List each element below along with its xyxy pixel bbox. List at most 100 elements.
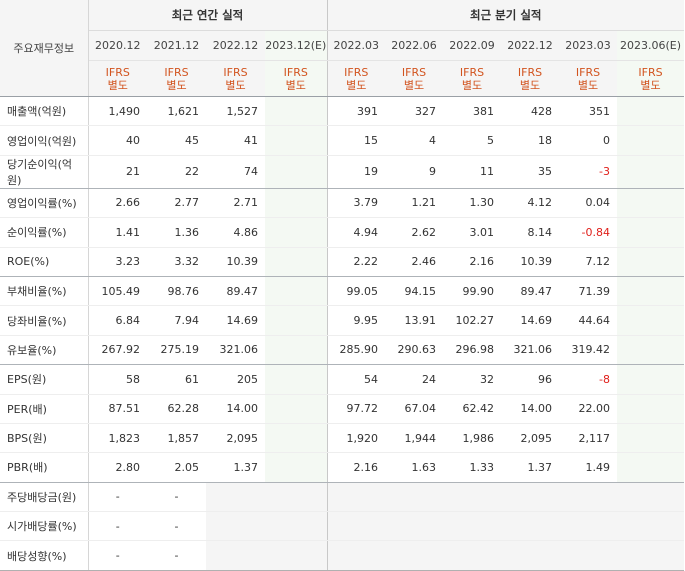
ifrs-line2: 별도: [225, 78, 246, 92]
ifrs-line1: IFRS: [105, 65, 130, 79]
annual-value-cell: [206, 482, 265, 513]
ifrs-line2: 별도: [403, 78, 425, 92]
table-row: EPS(원) 58 61 205 54 24 32 96 -8: [0, 364, 684, 395]
row-label: 당좌비율(%): [0, 305, 89, 336]
quarter-value-cell: 18: [501, 125, 559, 156]
ifrs-line2: 별도: [166, 78, 187, 92]
ifrs-line1: IFRS: [517, 65, 543, 79]
annual-value-cell: 4.86: [206, 217, 265, 248]
quarter-value-cell: 4.12: [501, 188, 559, 219]
annual-value-cell: [265, 540, 328, 571]
table-row: 매출액(억원) 1,490 1,621 1,527 391 327 381 428 351: [0, 96, 684, 127]
table-row: 당기순이익(억원) 21 22 74 19 9 11 35 -3: [0, 155, 684, 189]
table-row: 부채비율(%) 105.49 98.76 89.47 99.05 94.15 99.90 89…: [0, 276, 684, 307]
annual-value-cell: 2.66: [88, 188, 147, 219]
annual-value-cell: 2,095: [206, 423, 265, 454]
quarter-value-cell: 11: [443, 155, 501, 189]
quarter-value-cell: 1,920: [327, 423, 385, 454]
annual-value-cell: [265, 276, 328, 307]
quarter-value-cell: 2.16: [327, 452, 385, 483]
quarter-value-cell: 428: [501, 96, 559, 127]
quarter-value-cell: 1.63: [385, 452, 443, 483]
table-row: 유보율(%) 267.92 275.19 321.06 285.90 290.63 296.…: [0, 335, 684, 366]
table-row: 순이익률(%) 1.41 1.36 4.86 4.94 2.62 3.01 8.14 -0.84: [0, 217, 684, 248]
annual-value-cell: -: [88, 540, 147, 571]
annual-value-cell: [265, 511, 328, 542]
period-header-annual-2: 2022.12: [206, 30, 265, 61]
quarter-value-cell: 2,095: [501, 423, 559, 454]
quarter-value-cell: 351: [559, 96, 617, 127]
annual-value-cell: [206, 540, 265, 571]
quarter-value-cell: 89.47: [501, 276, 559, 307]
quarter-value-cell: 99.90: [443, 276, 501, 307]
annual-value-cell: [265, 482, 328, 513]
quarter-value-cell: 9.95: [327, 305, 385, 336]
ifrs-line1: IFRS: [401, 65, 427, 79]
period-header-quarter-4: 2023.03: [559, 30, 617, 61]
annual-value-cell: 62.28: [147, 394, 206, 424]
annual-value-cell: -: [88, 482, 147, 513]
quarter-value-cell: [559, 511, 617, 542]
quarter-value-cell: 19: [327, 155, 385, 189]
quarter-value-cell: 391: [327, 96, 385, 127]
table-row: 영업이익률(%) 2.66 2.77 2.71 3.79 1.21 1.30 4.12 0.04: [0, 188, 684, 219]
table-row: BPS(원) 1,823 1,857 2,095 1,920 1,944 1,986 2,09…: [0, 423, 684, 454]
quarter-value-cell: -0.84: [559, 217, 617, 248]
annual-value-cell: [265, 452, 328, 483]
ifrs-line2: 별도: [346, 78, 367, 92]
quarter-value-cell: [617, 452, 684, 483]
quarter-value-cell: 10.39: [501, 247, 559, 277]
table-row: PER(배) 87.51 62.28 14.00 97.72 67.04 62.42 14.0…: [0, 394, 684, 424]
annual-value-cell: 321.06: [206, 335, 265, 366]
period-header-quarter-2: 2022.09: [443, 30, 501, 61]
quarter-value-cell: 5: [443, 125, 501, 156]
quarter-value-cell: 8.14: [501, 217, 559, 248]
quarter-value-cell: 2.46: [385, 247, 443, 277]
row-label: BPS(원): [0, 423, 89, 454]
quarter-value-cell: [385, 482, 443, 513]
quarter-value-cell: [617, 394, 684, 424]
annual-value-cell: 10.39: [206, 247, 265, 277]
period-header-quarter-1: 2022.06: [385, 30, 443, 61]
corner-label: 주요재무정보: [0, 0, 89, 97]
row-label: 부채비율(%): [0, 276, 89, 307]
annual-value-cell: 58: [88, 364, 147, 395]
quarter-value-cell: 15: [327, 125, 385, 156]
quarter-value-cell: 296.98: [443, 335, 501, 366]
ifrs-line1: IFRS: [575, 65, 601, 79]
annual-value-cell: 105.49: [88, 276, 147, 307]
quarter-value-cell: [559, 482, 617, 513]
quarter-value-cell: 321.06: [501, 335, 559, 366]
annual-value-cell: 1,621: [147, 96, 206, 127]
annual-value-cell: 2.77: [147, 188, 206, 219]
quarter-value-cell: 3.79: [327, 188, 385, 219]
annual-value-cell: [206, 511, 265, 542]
quarter-value-cell: 22.00: [559, 394, 617, 424]
quarter-value-cell: 24: [385, 364, 443, 395]
annual-value-cell: 275.19: [147, 335, 206, 366]
quarter-value-cell: 71.39: [559, 276, 617, 307]
annual-value-cell: 2.80: [88, 452, 147, 483]
quarter-value-cell: [617, 482, 684, 513]
annual-value-cell: 267.92: [88, 335, 147, 366]
quarter-value-cell: [501, 511, 559, 542]
quarter-value-cell: 96: [501, 364, 559, 395]
quarter-value-cell: [327, 482, 385, 513]
quarter-group-title: 최근 분기 실적: [327, 0, 684, 31]
quarter-value-cell: 4.94: [327, 217, 385, 248]
quarter-value-cell: [617, 511, 684, 542]
annual-value-cell: [265, 188, 328, 219]
quarter-value-cell: 319.42: [559, 335, 617, 366]
row-label: 영업이익률(%): [0, 188, 89, 219]
quarter-value-cell: [617, 125, 684, 156]
quarter-value-cell: 1,944: [385, 423, 443, 454]
table-row: 배당성향(%) - -: [0, 540, 684, 571]
table-row: 주당배당금(원) - -: [0, 482, 684, 513]
quarter-value-cell: 94.15: [385, 276, 443, 307]
quarter-value-cell: 99.05: [327, 276, 385, 307]
annual-value-cell: [265, 217, 328, 248]
quarter-value-cell: -8: [559, 364, 617, 395]
row-label: 시가배당률(%): [0, 511, 89, 542]
annual-value-cell: -: [147, 511, 206, 542]
quarter-value-cell: 44.64: [559, 305, 617, 336]
